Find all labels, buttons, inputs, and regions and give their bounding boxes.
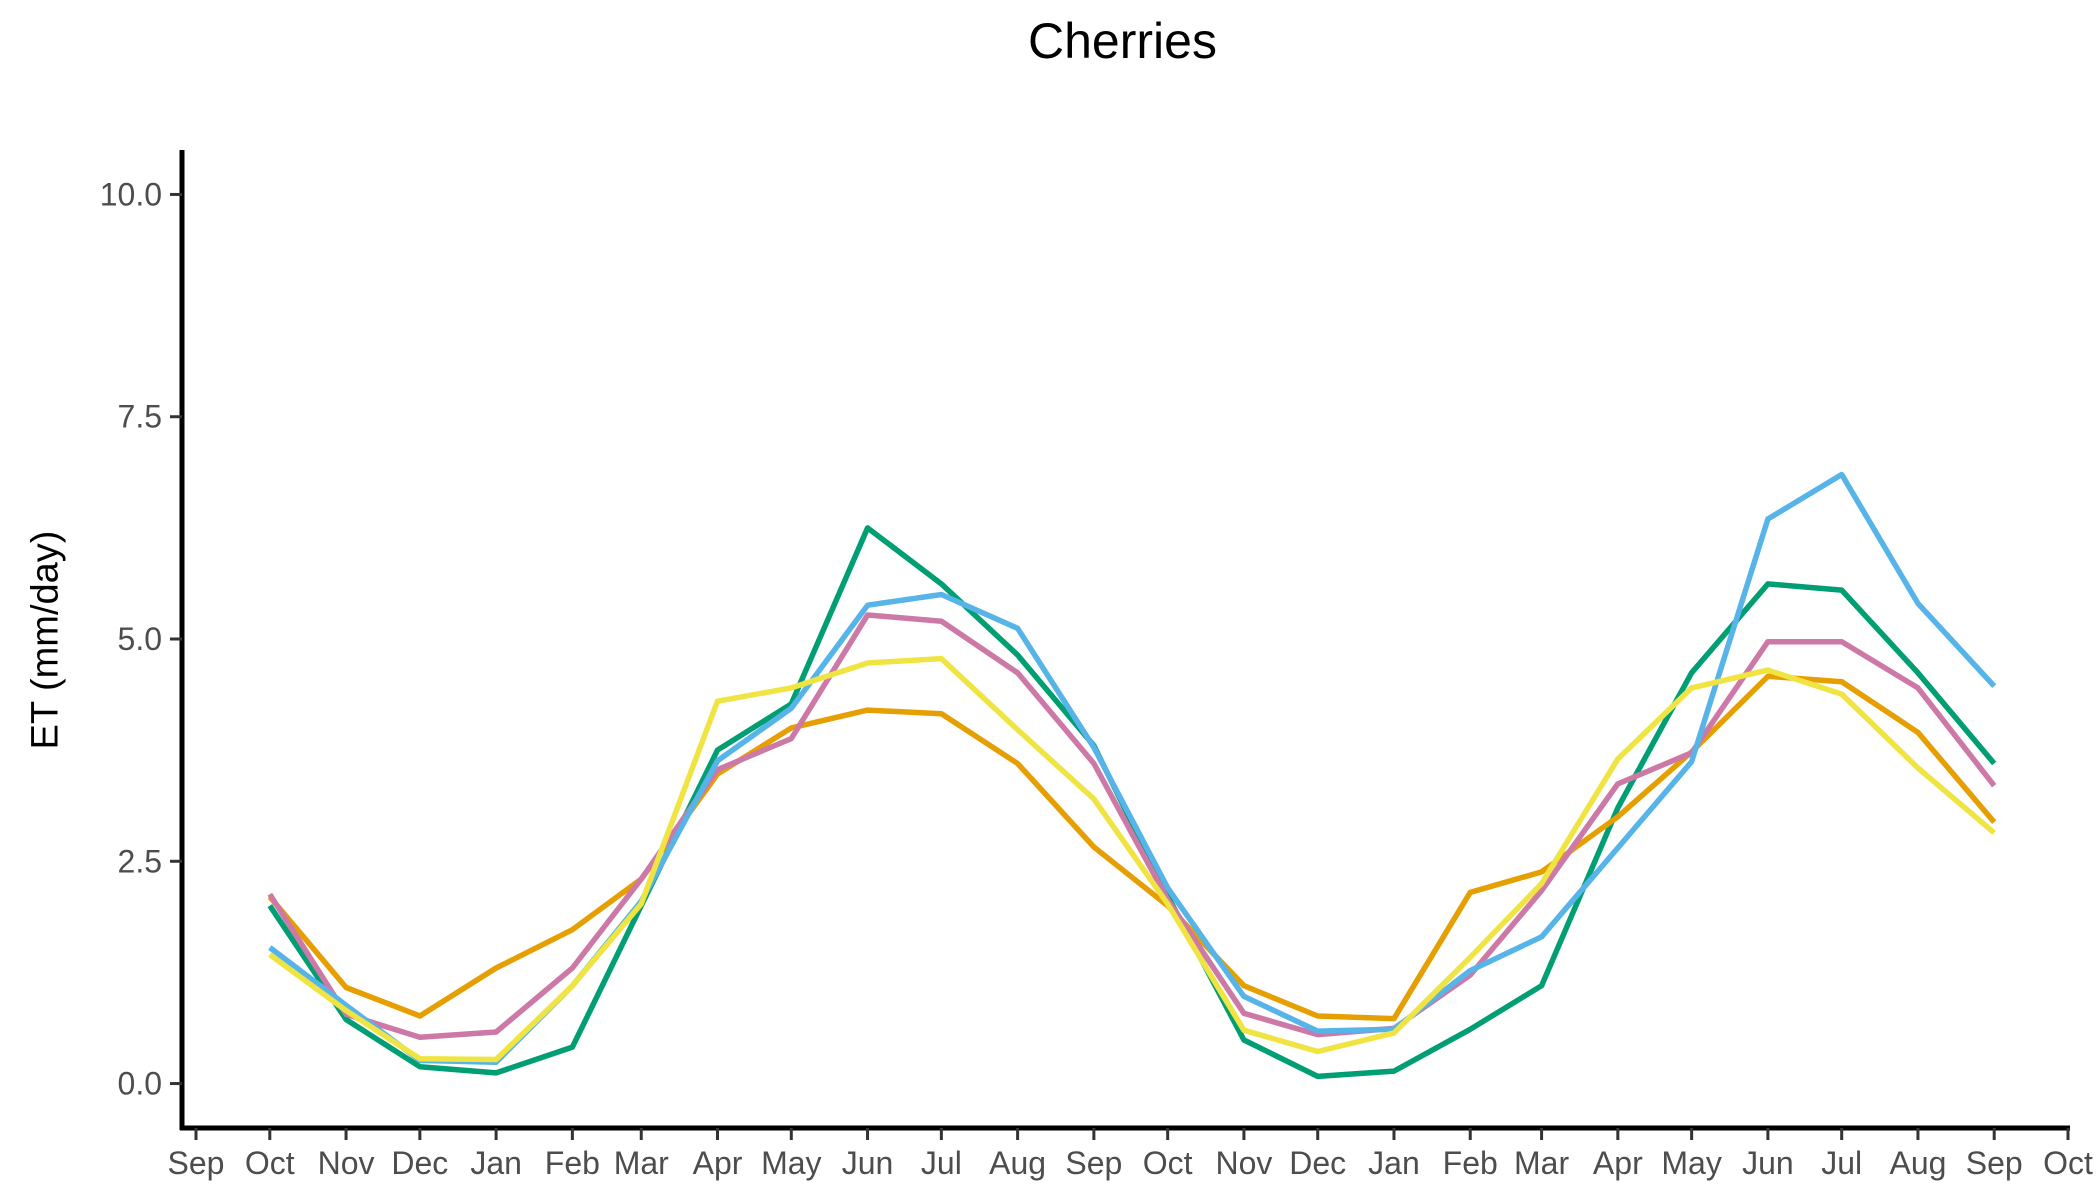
x-tick-label: Nov xyxy=(1215,1145,1272,1181)
series-layer xyxy=(267,471,1997,1080)
series-line-3 xyxy=(267,612,1997,1041)
y-tick-label: 2.5 xyxy=(118,843,162,879)
x-tick-label: Sep xyxy=(168,1145,225,1181)
x-tick-label: Apr xyxy=(1593,1145,1643,1181)
series-line-5 xyxy=(268,655,1996,1063)
x-tick-label: Jan xyxy=(1368,1145,1420,1181)
x-tick-label: Jan xyxy=(470,1145,522,1181)
x-tick-label: Jun xyxy=(842,1145,894,1181)
x-tick-label: Feb xyxy=(545,1145,600,1181)
x-tick-label: Jun xyxy=(1742,1145,1794,1181)
x-tick-label: Feb xyxy=(1443,1145,1498,1181)
x-tick-label: Nov xyxy=(318,1145,375,1181)
series-line-1 xyxy=(267,525,1997,1080)
x-tick-label: May xyxy=(1661,1145,1721,1181)
x-tick-label: Jul xyxy=(921,1145,962,1181)
x-tick-label: Dec xyxy=(391,1145,448,1181)
x-tick-label: Jul xyxy=(1821,1145,1862,1181)
x-tick-label: Mar xyxy=(614,1145,669,1181)
y-tick-label: 10.0 xyxy=(100,176,162,212)
x-tick-label: Sep xyxy=(1966,1145,2023,1181)
series-line-2 xyxy=(267,673,1997,1022)
x-tick-label: Aug xyxy=(1889,1145,1946,1181)
x-tick-label: Mar xyxy=(1514,1145,1569,1181)
x-tick-label: Apr xyxy=(693,1145,743,1181)
x-tick-label: Aug xyxy=(989,1145,1046,1181)
y-tick-label: 0.0 xyxy=(118,1066,162,1102)
y-tick-label: 5.0 xyxy=(118,621,162,657)
x-tick-label: Dec xyxy=(1289,1145,1346,1181)
series-line-4 xyxy=(268,471,1997,1065)
x-tick-label: May xyxy=(761,1145,821,1181)
x-tick-label: Oct xyxy=(1143,1145,1193,1181)
chart-title: Cherries xyxy=(1028,13,1217,69)
y-tick-label: 7.5 xyxy=(118,399,162,435)
axis-layer: 0.0 2.5 5.0 7.5 10.0 Sep Oct Nov Dec Jan Feb Mar Apr… xyxy=(100,150,2093,1181)
x-tick-label: Oct xyxy=(245,1145,295,1181)
x-tick-label: Sep xyxy=(1065,1145,1122,1181)
x-tick-label: Oct xyxy=(2043,1145,2093,1181)
